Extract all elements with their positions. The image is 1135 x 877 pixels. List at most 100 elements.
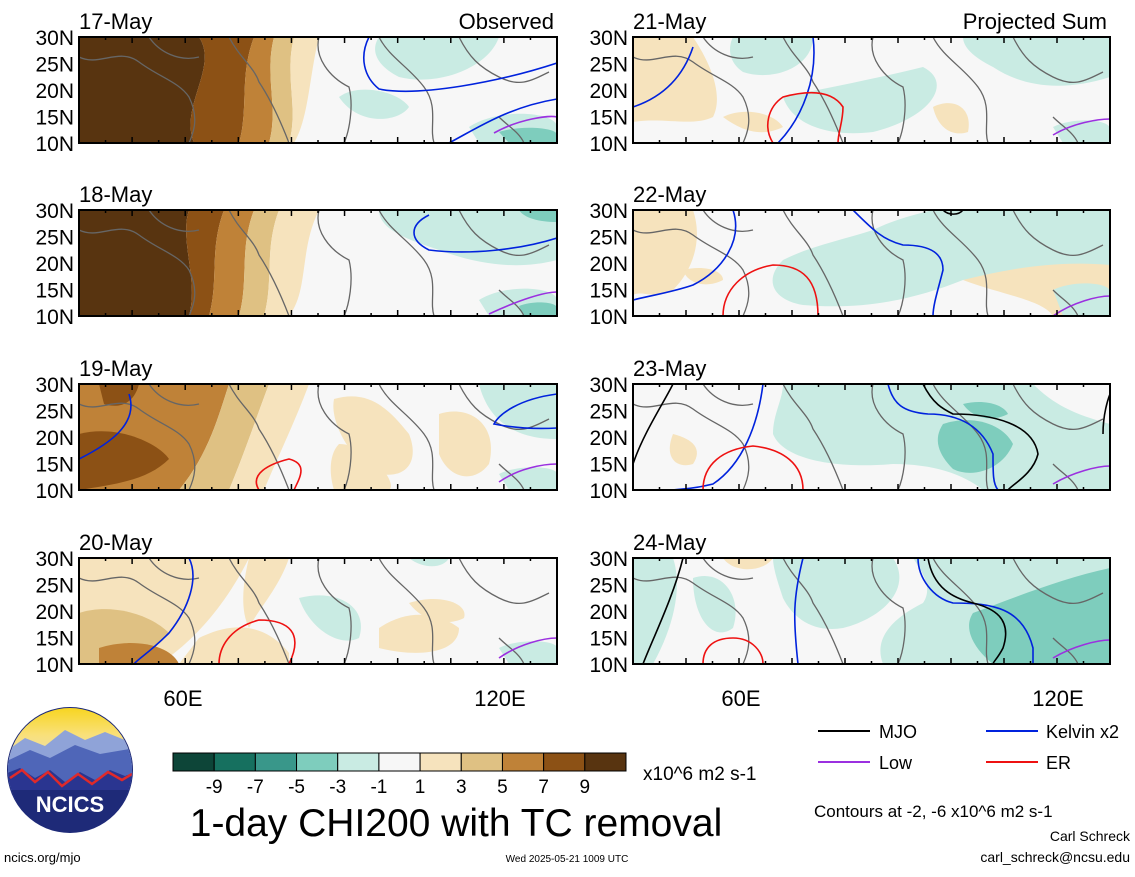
anomaly-fill xyxy=(243,558,289,628)
wave-contour xyxy=(488,291,557,315)
anomaly-fill xyxy=(963,37,1110,86)
coastline xyxy=(871,37,906,143)
lat-tick-label: 15N xyxy=(589,280,628,303)
map-panel-17-May: 17-May Observed 30N 25N 20N 15N 10N xyxy=(35,9,558,156)
coastline xyxy=(1012,37,1104,84)
lat-tick-label: 15N xyxy=(35,107,74,130)
colorbar-swatch xyxy=(296,752,339,772)
coastline xyxy=(378,37,435,143)
wave-contour xyxy=(722,264,819,316)
coastline xyxy=(782,37,844,143)
coastline xyxy=(702,210,754,232)
website-link[interactable]: ncics.org/mjo xyxy=(4,850,81,865)
logo-text: NCICS xyxy=(36,792,104,817)
coastline xyxy=(79,55,196,143)
panel-date: 18-May xyxy=(79,182,152,207)
wave-contour xyxy=(642,558,684,664)
coastline xyxy=(782,210,844,316)
panel-header: Projected Sum xyxy=(963,9,1107,34)
wave-contour xyxy=(79,393,132,460)
wave-contour xyxy=(767,91,844,143)
wave-contour xyxy=(633,210,737,301)
wave-contour xyxy=(255,458,302,490)
colorbar-label: -1 xyxy=(370,777,387,798)
lat-tick-label: 30N xyxy=(589,27,628,50)
lat-tick-label: 10N xyxy=(35,306,74,329)
anomaly-fill xyxy=(439,411,491,477)
coastline xyxy=(317,210,352,316)
lat-tick-label: 10N xyxy=(35,133,74,156)
colorbar: -9 -7 -5 -3 -1 1 3 5 7 9 xyxy=(172,752,627,798)
anomaly-fill xyxy=(79,37,205,143)
coastline xyxy=(633,228,750,316)
wave-contour xyxy=(793,558,804,664)
wave-contour xyxy=(942,210,964,215)
panel-date: 23-May xyxy=(633,356,706,381)
wave-contour xyxy=(917,558,1034,664)
coastline xyxy=(871,558,906,664)
coastline xyxy=(1052,116,1079,143)
anomaly-fill xyxy=(289,37,319,143)
lat-tick-label: 30N xyxy=(35,200,74,223)
wave-contour xyxy=(448,98,557,143)
lat-tick-label: 15N xyxy=(35,280,74,303)
coastline xyxy=(317,384,352,490)
colorbar-label: 9 xyxy=(580,777,591,798)
ncics-logo: NCICS xyxy=(7,707,133,833)
coastline xyxy=(871,210,906,316)
colorbar-label: -3 xyxy=(329,777,346,798)
contours-note: Contours at -2, -6 x10^6 m2 s-1 xyxy=(814,802,1053,821)
lat-tick-label: 15N xyxy=(589,628,628,651)
colorbar-units: x10^6 m2 s-1 xyxy=(643,764,756,785)
coastline xyxy=(79,228,196,316)
lat-tick-label: 30N xyxy=(589,548,628,571)
colorbar-swatch xyxy=(213,752,256,772)
colorbar-swatch xyxy=(378,752,421,772)
wave-contour xyxy=(777,37,815,143)
coastline xyxy=(932,558,989,664)
lat-tick-label: 30N xyxy=(589,200,628,223)
map-panel-21-May: 21-May Projected Sum 30N 25N 20N 15N 10N xyxy=(589,9,1111,156)
coastline xyxy=(228,37,290,143)
anomaly-fill xyxy=(733,210,1110,307)
lat-tick-label: 30N xyxy=(589,374,628,397)
lat-tick-label: 25N xyxy=(589,575,628,598)
coastline xyxy=(317,558,352,664)
anomaly-fill xyxy=(330,444,391,490)
anomaly-fill xyxy=(519,210,557,222)
anomaly-fill xyxy=(269,37,294,143)
anomaly-fill xyxy=(409,558,449,567)
anomaly-fill xyxy=(179,627,289,664)
legend-label-kelvin: Kelvin x2 xyxy=(1046,722,1119,742)
lat-tick-label: 20N xyxy=(589,253,628,276)
anomaly-fill xyxy=(499,127,557,143)
colorbar-swatch xyxy=(172,752,215,772)
wave-contour xyxy=(633,46,694,108)
lat-tick-label: 10N xyxy=(589,480,628,503)
coastline xyxy=(148,210,200,232)
colorbar-swatch xyxy=(337,752,380,772)
coastline xyxy=(498,463,525,490)
lat-tick-label: 25N xyxy=(35,575,74,598)
colorbar-swatch xyxy=(419,752,462,772)
anomaly-fill xyxy=(723,558,773,570)
panel-date: 22-May xyxy=(633,182,706,207)
coastline xyxy=(702,384,754,406)
anomaly-fill xyxy=(519,302,557,316)
coastline xyxy=(458,37,550,84)
colorbar-label: 5 xyxy=(497,777,508,798)
anomaly-fill xyxy=(333,396,413,475)
anomaly-fill xyxy=(239,210,279,316)
coastline xyxy=(633,55,750,143)
coastline xyxy=(378,384,435,490)
panel-header: Observed xyxy=(459,9,554,34)
coastline xyxy=(702,37,754,59)
coastline xyxy=(228,384,290,490)
anomaly-fill xyxy=(375,37,499,80)
anomaly-fill xyxy=(633,210,697,295)
